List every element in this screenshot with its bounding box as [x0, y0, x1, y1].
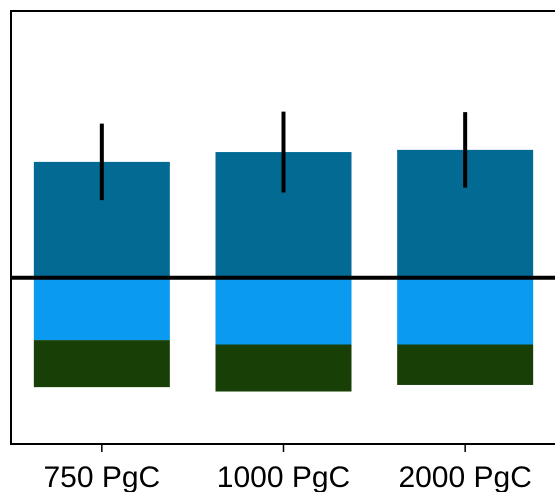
bar-series-3-2 — [215, 344, 352, 392]
bar-series-2-3 — [397, 277, 534, 345]
x-tick-label-2: 1000 PgC — [217, 461, 350, 492]
plot-frame — [10, 10, 555, 445]
x-tick-label-1: 750 PgC — [43, 461, 160, 492]
bar-series-2-1 — [33, 277, 170, 341]
bar-series-3-1 — [33, 340, 170, 388]
bar-series-2-2 — [215, 277, 352, 345]
bar-series-3-3 — [397, 344, 534, 385]
x-tick-label-3: 2000 PgC — [398, 461, 531, 492]
